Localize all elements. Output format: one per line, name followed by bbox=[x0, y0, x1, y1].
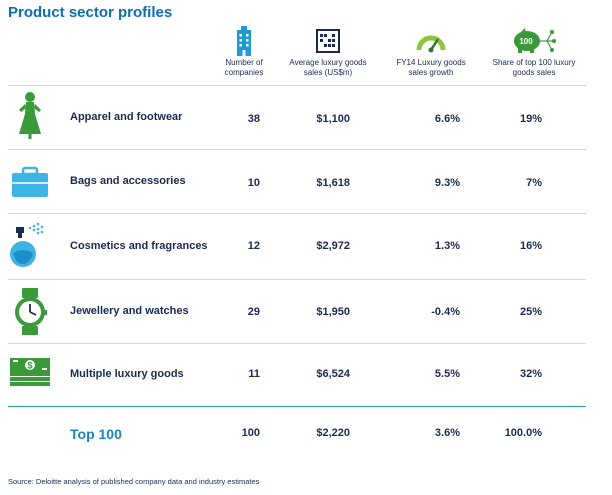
growth-value: 9.3% bbox=[434, 177, 460, 189]
divider bbox=[8, 343, 586, 344]
divider bbox=[8, 149, 586, 150]
header-label: Share of top 100 luxury goods sales bbox=[492, 58, 576, 77]
header-label: Number of companies bbox=[224, 58, 264, 77]
divider bbox=[8, 279, 586, 280]
divider bbox=[8, 213, 586, 214]
header-label: FY14 Luxury goods sales growth bbox=[396, 58, 466, 77]
total-growth-value: 3.6% bbox=[434, 427, 460, 439]
svg-text:100: 100 bbox=[519, 37, 533, 46]
total-companies-value: 100 bbox=[241, 427, 260, 439]
share-value: 19% bbox=[519, 113, 542, 125]
divider bbox=[8, 85, 586, 86]
sector-name: Cosmetics and fragrances bbox=[70, 240, 208, 252]
building-icon bbox=[237, 26, 251, 56]
total-divider bbox=[8, 406, 586, 407]
header-number-of-companies: Number of companies bbox=[214, 26, 274, 78]
abacus-icon bbox=[316, 29, 340, 53]
perfume-bottle-icon bbox=[10, 222, 44, 267]
companies-value: 11 bbox=[248, 368, 260, 380]
share-value: 7% bbox=[526, 177, 542, 189]
companies-value: 29 bbox=[247, 306, 260, 318]
avg-sales-value: $6,524 bbox=[316, 368, 350, 380]
growth-value: -0.4% bbox=[431, 306, 460, 318]
share-value: 16% bbox=[519, 240, 542, 252]
sector-name: Multiple luxury goods bbox=[70, 368, 184, 380]
source-note: Source: Deloitte analysis of published c… bbox=[8, 477, 260, 486]
share-value: 32% bbox=[519, 368, 542, 380]
growth-value: 1.3% bbox=[434, 240, 460, 252]
header-average-sales: Average luxury goods sales (US$m) bbox=[283, 26, 373, 78]
watch-icon bbox=[15, 288, 47, 335]
briefcase-icon bbox=[12, 166, 48, 197]
companies-value: 38 bbox=[247, 113, 260, 125]
table-row: $ Multiple luxury goods 11 $6,524 5.5% 3… bbox=[8, 346, 586, 404]
table-row: Apparel and footwear 38 $1,100 6.6% 19% bbox=[8, 88, 586, 148]
sector-name: Apparel and footwear bbox=[70, 111, 183, 123]
total-row: Top 100 100 $2,220 3.6% 100.0% bbox=[8, 408, 586, 456]
avg-sales-value: $1,618 bbox=[316, 177, 350, 189]
growth-value: 6.6% bbox=[434, 113, 460, 125]
dress-icon bbox=[19, 92, 41, 139]
header-share-of-top-100: 100 Share of top 100 luxury goods sales bbox=[489, 26, 579, 78]
growth-value: 5.5% bbox=[434, 368, 460, 380]
speedometer-icon bbox=[416, 35, 446, 53]
header-sales-growth: FY14 Luxury goods sales growth bbox=[391, 26, 471, 78]
companies-value: 10 bbox=[247, 177, 260, 189]
header-label: Average luxury goods sales (US$m) bbox=[289, 58, 367, 77]
piggy-bank-100-icon: 100 bbox=[514, 28, 556, 53]
avg-sales-value: $2,972 bbox=[316, 240, 350, 252]
table-row: Cosmetics and fragrances 12 $2,972 1.3% … bbox=[8, 216, 586, 278]
total-label: Top 100 bbox=[70, 426, 122, 442]
sector-name: Bags and accessories bbox=[70, 175, 186, 187]
svg-text:$: $ bbox=[27, 361, 32, 371]
avg-sales-value: $1,950 bbox=[316, 306, 350, 318]
money-stack-icon: $ bbox=[10, 358, 50, 386]
total-share-value: 100.0% bbox=[504, 427, 542, 439]
avg-sales-value: $1,100 bbox=[316, 113, 350, 125]
page-title: Product sector profiles bbox=[8, 4, 173, 21]
sector-name: Jewellery and watches bbox=[70, 305, 189, 317]
table-row: Jewellery and watches 29 $1,950 -0.4% 25… bbox=[8, 282, 586, 342]
share-value: 25% bbox=[519, 306, 542, 318]
total-avg-sales-value: $2,220 bbox=[316, 427, 350, 439]
companies-value: 12 bbox=[247, 240, 260, 252]
table-row: Bags and accessories 10 $1,618 9.3% 7% bbox=[8, 152, 586, 212]
